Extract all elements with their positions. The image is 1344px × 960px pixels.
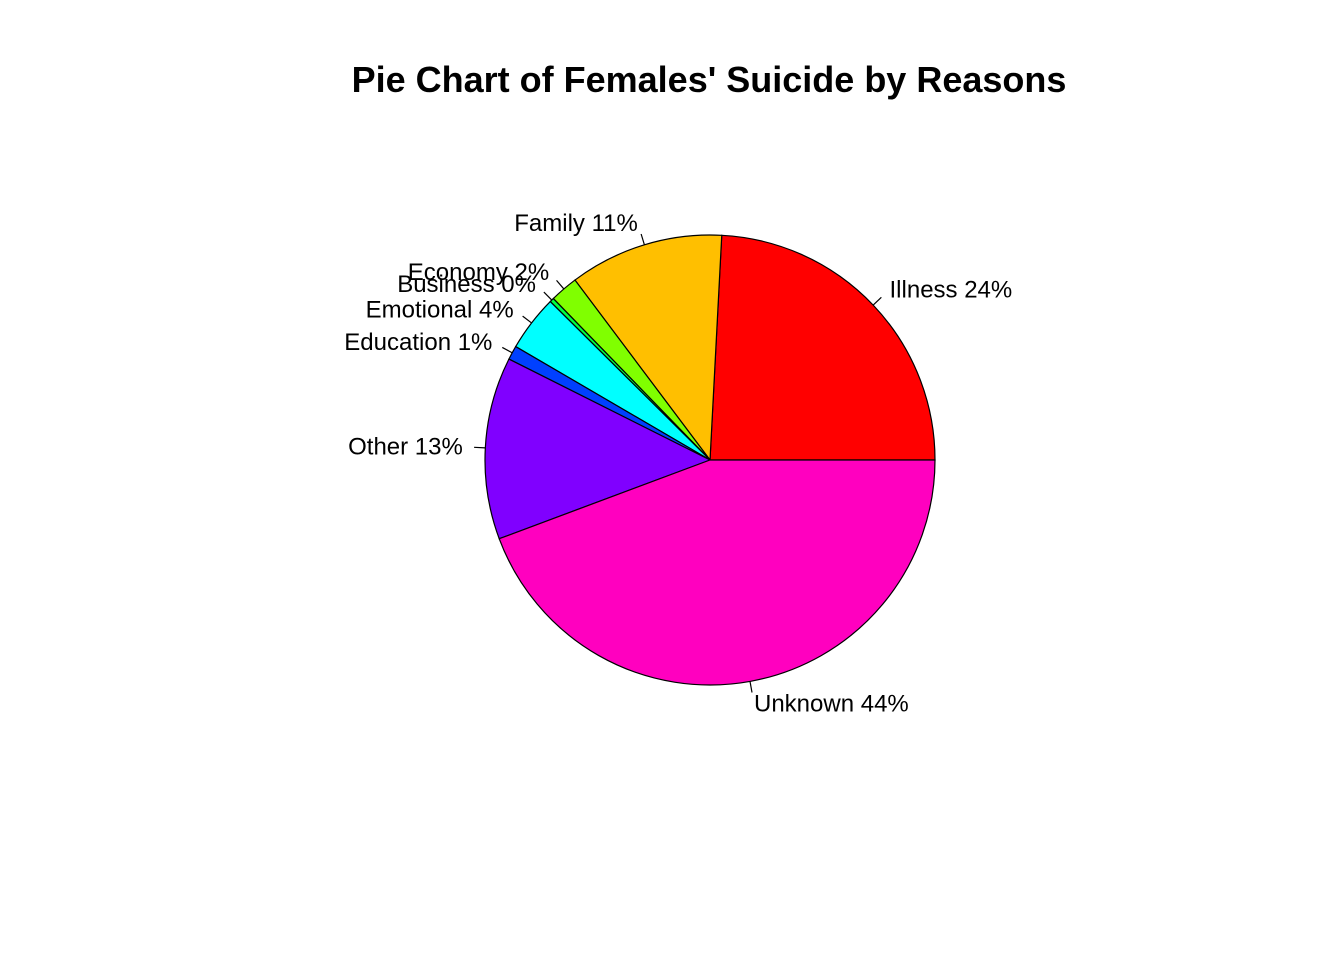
pie-slice-unknown — [498, 459, 936, 686]
slice-label-education: Education 1% — [344, 329, 492, 356]
slice-label-other: Other 13% — [348, 434, 463, 461]
leader-line-education — [502, 346, 513, 354]
slice-label-unknown: Unknown 44% — [754, 691, 909, 718]
slice-label-economy: Economy 2% — [408, 259, 549, 286]
pie-slice-illness — [709, 234, 936, 461]
leader-line-economy — [556, 280, 565, 290]
chart-title: Pie Chart of Females' Suicide by Reasons — [352, 59, 1067, 100]
pie-slices — [484, 234, 936, 686]
slice-label-illness: Illness 24% — [890, 277, 1013, 304]
slice-label-family: Family 11% — [514, 210, 638, 237]
leader-line-emotional — [522, 315, 532, 324]
pie-slice-family — [574, 234, 723, 462]
pie-labels: Illness 24% Family 11% Economy 2%Business … — [344, 210, 1012, 717]
leader-line-business — [543, 291, 553, 301]
leader-line-other — [474, 446, 486, 449]
leader-line-illness — [872, 296, 882, 306]
slice-label-business: Business 0% — [397, 271, 536, 298]
slice-label-emotional: Emotional 4% — [366, 296, 514, 323]
leader-line-unknown — [749, 681, 753, 693]
leader-line-family — [640, 233, 645, 245]
pie-slice-other — [484, 358, 712, 540]
